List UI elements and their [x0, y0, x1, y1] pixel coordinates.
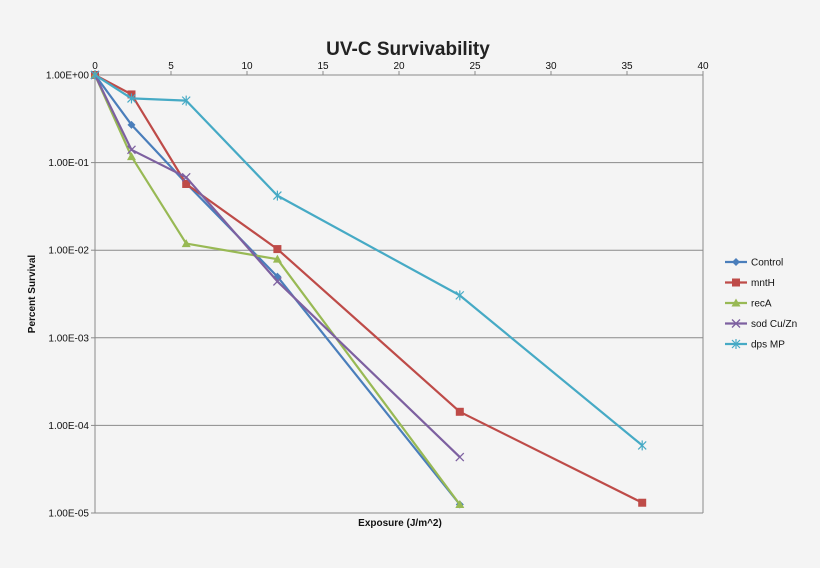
y-tick-label: 1.00E-01: [48, 158, 89, 169]
legend-marker: [732, 258, 740, 266]
x-tick-label: 10: [241, 61, 253, 72]
legend-label: mntH: [751, 278, 775, 289]
data-point-dps-mp: [272, 190, 282, 201]
series-line-reca: [93, 74, 461, 506]
legend-label: Control: [751, 258, 783, 269]
series-line-dps-mp: [94, 74, 643, 447]
x-tick-label: 5: [168, 61, 174, 72]
data-point-mnth: [638, 498, 647, 507]
y-tick-label: 1.00E-02: [48, 246, 89, 257]
series-dps-mp: [90, 70, 647, 451]
data-point-mnth: [273, 245, 282, 254]
x-tick-label: 35: [621, 61, 633, 72]
data-point-control: [127, 120, 136, 129]
y-tick-label: 1.00E-05: [48, 509, 89, 520]
legend-item-sod-cu-zn: sod Cu/Zn: [725, 319, 797, 330]
legend-item-reca: recA: [725, 298, 772, 310]
data-point-reca: [126, 152, 136, 161]
legend-item-dps-mp: dps MP: [725, 339, 785, 351]
legend-marker: [731, 298, 741, 307]
axes: 1.00E+00 1.00E-01 1.00E-02 1.00E-03 1.00E-04…: [46, 61, 709, 520]
marker-stroke: [272, 276, 282, 286]
data-point-dps-mp: [637, 440, 647, 451]
legend-marker: [731, 319, 741, 328]
series-mnth: [91, 71, 647, 507]
legend-label: sod Cu/Zn: [751, 319, 797, 330]
x-tick-label: 0: [92, 61, 98, 72]
data-point-dps-mp: [127, 93, 136, 104]
legend-item-mnth: mntH: [725, 278, 775, 289]
x-tick-label: 25: [469, 61, 481, 72]
data-point-sod-cu-zn: [127, 145, 136, 155]
y-tick-label: 1.00E-04: [48, 421, 89, 432]
legend-marker: [732, 278, 740, 287]
series-group: [90, 70, 647, 509]
marker-stroke: [455, 452, 465, 462]
x-tick-label: 40: [697, 61, 709, 72]
data-point-dps-mp: [90, 70, 100, 80]
x-tick-label: 15: [317, 61, 329, 72]
y-axis-label: Percent Survival: [27, 255, 38, 334]
marker-stroke: [731, 319, 741, 328]
x-axis-label: Exposure (J/m^2): [358, 518, 442, 529]
data-point-sod-cu-zn: [272, 276, 282, 286]
data-point-sod-cu-zn: [181, 172, 191, 182]
data-point-mnth: [455, 407, 464, 416]
legend-item-control: Control: [725, 258, 783, 269]
x-tick-label: 30: [545, 61, 557, 72]
y-tick-label: 1.00E-03: [48, 333, 89, 344]
legend-marker: [731, 339, 741, 349]
legend-label: dps MP: [751, 340, 785, 351]
data-point-mnth: [182, 179, 191, 188]
marker-stroke: [181, 172, 191, 182]
series-reca: [90, 70, 465, 509]
chart-title: UV-C Survivability: [326, 39, 490, 60]
data-point-reca: [272, 254, 282, 263]
legend: Control mntH recA sod Cu/Zn dps MP: [725, 258, 797, 351]
data-point-reca: [455, 500, 465, 509]
marker-stroke: [127, 145, 136, 155]
series-line-control: [94, 74, 461, 506]
grid-lines: [95, 74, 703, 514]
legend-label: recA: [751, 299, 772, 310]
data-point-sod-cu-zn: [455, 452, 465, 462]
data-point-dps-mp: [455, 290, 465, 301]
x-tick-label: 20: [393, 61, 405, 72]
series-control: [91, 71, 464, 509]
series-line-mnth: [94, 74, 643, 504]
data-point-reca: [181, 239, 191, 248]
y-tick-label: 1.00E+00: [46, 71, 90, 82]
data-point-dps-mp: [181, 95, 191, 106]
